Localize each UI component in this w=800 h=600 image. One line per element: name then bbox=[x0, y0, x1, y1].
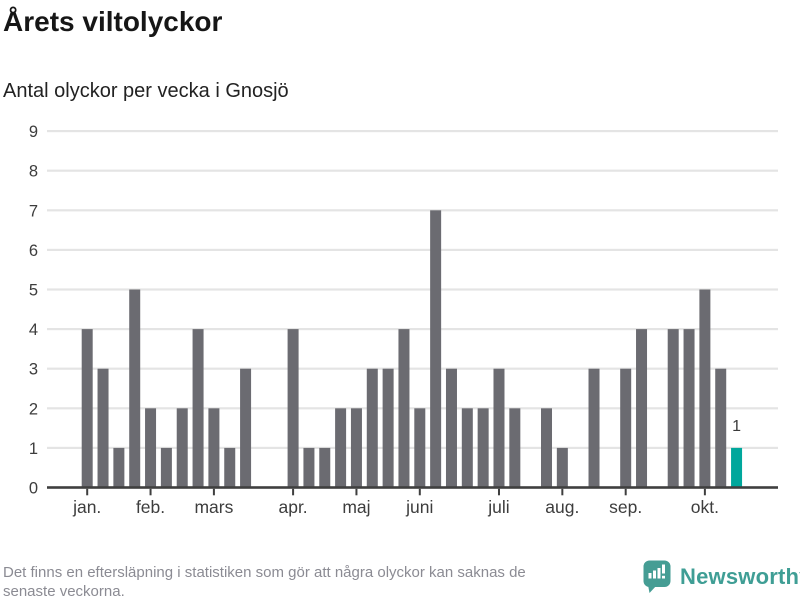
x-tick-maj bbox=[355, 488, 358, 496]
bar-week-21 bbox=[398, 329, 410, 488]
x-tick-okt. bbox=[703, 488, 706, 496]
bar-week-41 bbox=[715, 368, 727, 488]
y-tick-label: 8 bbox=[29, 163, 38, 181]
x-tick-apr. bbox=[292, 488, 295, 496]
x-tick-juli bbox=[497, 488, 500, 496]
bar-week-4 bbox=[129, 289, 141, 488]
y-tick-label: 3 bbox=[29, 361, 38, 379]
bar-week-2 bbox=[97, 368, 109, 488]
bar-week-28 bbox=[509, 408, 521, 488]
footnote: Det finns en eftersläpning i statistiken… bbox=[3, 563, 643, 600]
x-tick-aug. bbox=[561, 488, 564, 496]
bar-week-7 bbox=[176, 408, 188, 488]
bar-week-14 bbox=[287, 329, 299, 488]
gridline bbox=[47, 209, 778, 212]
mini-barchart-glyph bbox=[648, 564, 665, 579]
month-label-jan.: jan. bbox=[72, 497, 101, 517]
bar-week-31 bbox=[556, 447, 568, 488]
y-tick-label: 0 bbox=[29, 480, 38, 498]
bar-week-11 bbox=[240, 368, 252, 488]
month-label-apr.: apr. bbox=[278, 497, 307, 517]
gridline bbox=[47, 248, 778, 251]
month-label-juli: juli bbox=[487, 497, 509, 517]
month-label-aug.: aug. bbox=[545, 497, 579, 517]
newsworthy-bubble-icon bbox=[643, 560, 671, 593]
month-label-okt.: okt. bbox=[691, 497, 719, 517]
bar-week-40 bbox=[699, 289, 711, 488]
x-tick-jan. bbox=[86, 488, 89, 496]
bar-week-23 bbox=[430, 210, 442, 488]
bar-week-15 bbox=[303, 447, 315, 488]
y-tick-label: 7 bbox=[29, 202, 38, 220]
x-tick-sep. bbox=[624, 488, 627, 496]
gridline bbox=[47, 288, 778, 291]
bar-week-35 bbox=[620, 368, 632, 488]
y-tick-label: 4 bbox=[29, 321, 38, 339]
y-tick-label: 1 bbox=[29, 440, 38, 458]
bar-week-6 bbox=[160, 447, 172, 488]
y-tick-label: 2 bbox=[29, 400, 38, 418]
bar-week-30 bbox=[541, 408, 553, 488]
speech-bubble-shape bbox=[643, 560, 671, 593]
bar-week-16 bbox=[319, 447, 331, 488]
x-axis-line bbox=[47, 486, 778, 489]
bar-week-39 bbox=[683, 329, 695, 488]
bar-week-20 bbox=[382, 368, 394, 488]
bar-week-19 bbox=[366, 368, 378, 488]
bar-week-36 bbox=[636, 329, 648, 488]
bar-week-8 bbox=[192, 329, 204, 488]
gridline bbox=[47, 367, 778, 370]
month-label-maj: maj bbox=[342, 497, 370, 517]
bar-week-22 bbox=[414, 408, 426, 488]
bar-week-25 bbox=[461, 408, 473, 488]
x-tick-mars bbox=[212, 488, 215, 496]
bar-week-27 bbox=[493, 368, 505, 488]
month-label-mars: mars bbox=[194, 497, 233, 517]
month-label-juni: juni bbox=[405, 497, 433, 517]
chart-subtitle: Antal olyckor per vecka i Gnosjö bbox=[3, 80, 289, 102]
gridline bbox=[47, 169, 778, 172]
x-tick-juni bbox=[418, 488, 421, 496]
bar-week-3 bbox=[113, 447, 125, 488]
bar-week-17 bbox=[335, 408, 347, 488]
highlight-value-label: 1 bbox=[732, 418, 741, 435]
x-tick-feb. bbox=[149, 488, 152, 496]
gridline bbox=[47, 407, 778, 410]
bar-week-18 bbox=[350, 408, 362, 488]
page-title: Årets viltolyckor bbox=[3, 6, 223, 37]
bar-week-26 bbox=[477, 408, 489, 488]
month-label-sep.: sep. bbox=[609, 497, 642, 517]
bar-week-24 bbox=[445, 368, 457, 488]
brand-name: Newsworthy bbox=[680, 564, 800, 589]
newsworthy-logo: Newsworthy bbox=[643, 560, 800, 594]
y-tick-label: 5 bbox=[29, 282, 38, 300]
bar-week-10 bbox=[224, 447, 236, 488]
y-tick-label: 9 bbox=[29, 123, 38, 141]
footnote-line: senaste veckorna. bbox=[3, 583, 125, 600]
footnote-line: Det finns en eftersläpning i statistiken… bbox=[3, 564, 526, 581]
bar-week-5 bbox=[145, 408, 157, 488]
bar-week-1 bbox=[81, 329, 93, 488]
gridline bbox=[47, 328, 778, 331]
bar-week-9 bbox=[208, 408, 220, 488]
gridline bbox=[47, 446, 778, 449]
gridline bbox=[47, 130, 778, 133]
y-tick-label: 6 bbox=[29, 242, 38, 260]
bar-week-38 bbox=[667, 329, 679, 488]
bar-week-33 bbox=[588, 368, 600, 488]
bar-week-42 bbox=[731, 447, 743, 488]
month-label-feb.: feb. bbox=[136, 497, 165, 517]
